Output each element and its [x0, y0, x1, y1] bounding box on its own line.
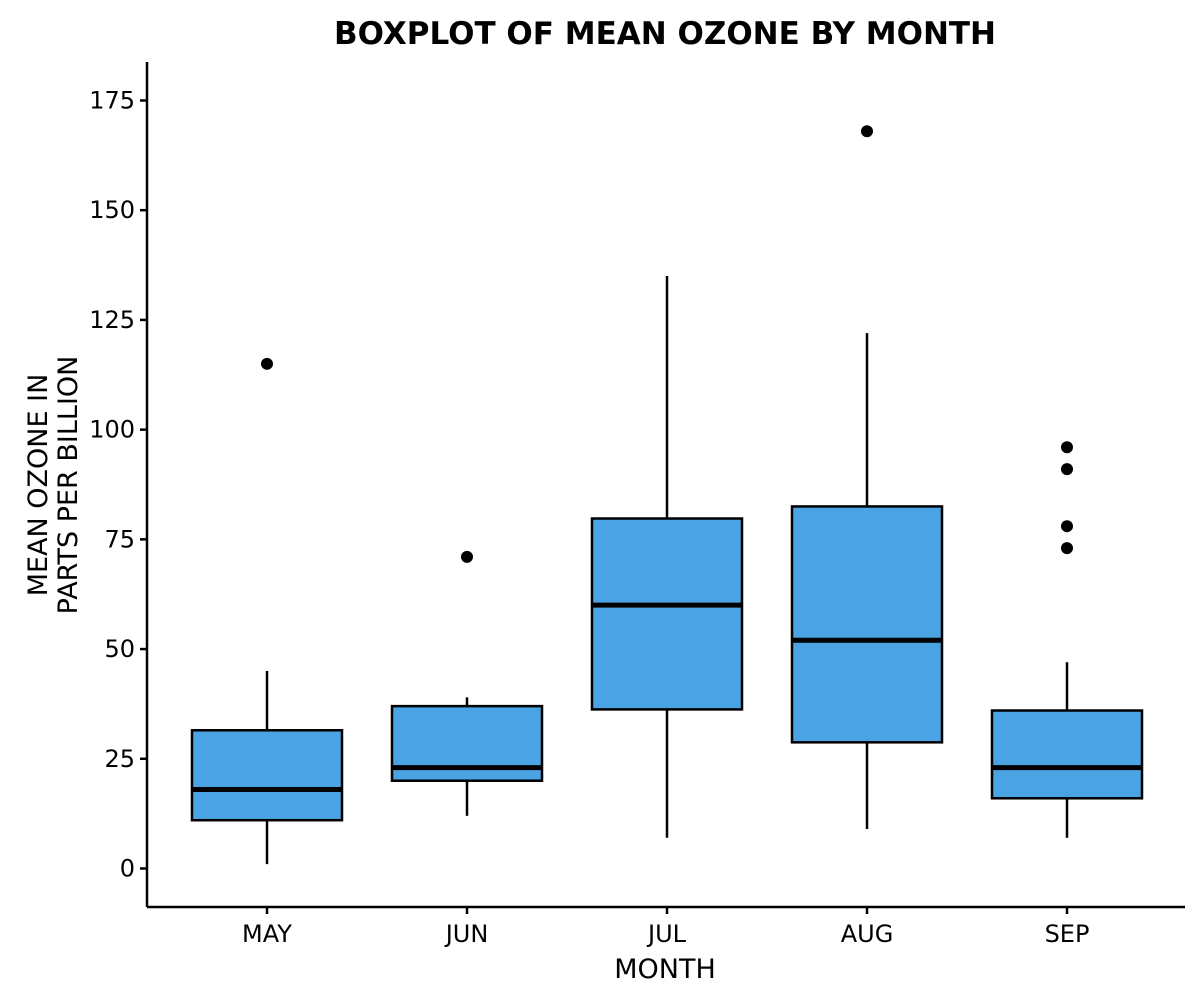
outlier-point — [1061, 441, 1073, 454]
y-tick-label: 125 — [89, 306, 135, 334]
x-tick-label: JUN — [444, 920, 489, 948]
chart-title: BOXPLOT OF MEAN OZONE BY MONTH — [334, 16, 996, 52]
x-tick-label: AUG — [841, 920, 894, 948]
outlier-point — [1061, 520, 1073, 533]
iqr-box — [790, 505, 944, 744]
box-sep — [990, 441, 1144, 838]
iqr-box — [190, 729, 344, 822]
y-tick-label: 50 — [104, 635, 135, 663]
outlier-point — [1061, 542, 1073, 555]
outlier-point — [1061, 463, 1073, 476]
plot-area — [190, 125, 1144, 865]
x-ticks: MAY JUN JUL AUG SEP — [242, 907, 1089, 948]
x-tick-label: SEP — [1045, 920, 1090, 948]
x-tick-label: MAY — [242, 920, 292, 948]
y-tick-label: 25 — [104, 745, 135, 773]
box-jul — [590, 276, 744, 838]
iqr-box — [590, 517, 744, 711]
y-tick-label: 75 — [104, 525, 135, 553]
outlier-point — [861, 125, 873, 138]
x-tick-label: JUL — [646, 920, 687, 948]
y-tick-label: 150 — [89, 196, 135, 224]
iqr-box — [990, 709, 1144, 800]
outlier-point — [461, 550, 473, 563]
outlier-point — [261, 357, 273, 370]
box-aug — [790, 125, 944, 830]
y-tick-label: 100 — [89, 416, 135, 444]
y-axis-label-line-2: PARTS PER BILLION — [53, 356, 84, 615]
y-axis-label: MEAN OZONE IN PARTS PER BILLION — [23, 356, 84, 615]
box-may — [190, 357, 344, 865]
y-tick-label: 0 — [120, 855, 135, 883]
y-tick-label: 175 — [89, 87, 135, 115]
y-axis-label-line-1: MEAN OZONE IN — [23, 374, 54, 597]
y-ticks: 0 25 50 75 100 125 150 175 — [89, 87, 147, 883]
x-axis-label: MONTH — [614, 954, 716, 985]
box-jun — [390, 550, 544, 816]
